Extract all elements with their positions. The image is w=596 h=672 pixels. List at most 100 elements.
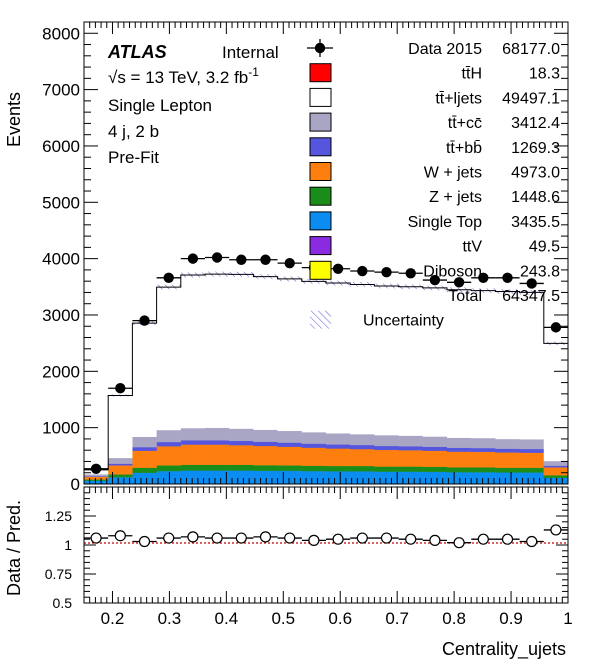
bar-series-2-bin-18 <box>519 452 544 468</box>
ratio-point-6 <box>229 532 254 544</box>
data-points <box>84 252 568 474</box>
legend-swatch-hatch <box>310 310 331 329</box>
legend-entry-1: tt̄H 18.3 <box>309 63 560 83</box>
stacked-histogram <box>84 274 568 484</box>
data-marker-13 <box>405 268 416 279</box>
fit-label: Pre-Fit <box>108 148 159 167</box>
legend-value-2: 49497.1 <box>502 90 560 107</box>
ratio-point-7 <box>253 531 278 543</box>
bar-series-0-bin-2 <box>132 472 157 484</box>
energy-superscript: -1 <box>248 65 259 79</box>
bar-series-1-bin-14 <box>422 466 448 473</box>
bar-series-4-bin-1 <box>108 457 133 464</box>
channel-label: Single Lepton <box>108 96 212 115</box>
ratio-points <box>84 524 568 549</box>
plot-annotations: ATLAS Internal √s = 13 TeV, 3.2 fb-1 Sin… <box>107 42 279 167</box>
bar-series-3-bin-14 <box>422 446 448 451</box>
bar-series-4-bin-0 <box>84 474 109 477</box>
ratio-point-3 <box>156 532 181 544</box>
main-x-ticks <box>83 22 569 484</box>
x-tick-label-8: 1 <box>563 609 572 628</box>
legend-swatch-5 <box>309 162 332 181</box>
ratio-point-19 <box>543 524 568 536</box>
bar-series-3-bin-4 <box>180 440 206 445</box>
y-tick-label-7: 7000 <box>42 81 80 100</box>
bar-series-0-bin-3 <box>156 470 181 484</box>
legend-swatch-4 <box>309 137 332 157</box>
energy-label: √s = 13 TeV, 3.2 fb-1 <box>108 65 259 87</box>
ratio-marker-9 <box>308 534 320 546</box>
bar-series-1-bin-15 <box>446 467 472 473</box>
bar-series-5-bin-6 <box>229 274 254 429</box>
bar-series-0-bin-16 <box>471 472 496 484</box>
data-marker-5 <box>211 252 223 263</box>
bar-series-2-bin-10 <box>325 448 351 467</box>
legend-label-6: Z + jets <box>429 189 482 206</box>
bar-series-1-bin-18 <box>519 467 544 473</box>
ratio-marker-14 <box>429 534 441 546</box>
bar-series-4-bin-14 <box>422 436 448 447</box>
bar-series-5-bin-17 <box>495 291 520 440</box>
bar-series-1-bin-11 <box>350 465 375 472</box>
bar-series-3-bin-1 <box>108 463 133 466</box>
bar-series-1-bin-6 <box>229 464 254 471</box>
bar-series-0-bin-15 <box>446 472 472 484</box>
legend-swatch-9 <box>309 260 332 280</box>
y-tick-label-2: 2000 <box>42 362 80 381</box>
ratio-marker-18 <box>526 535 538 548</box>
data-point-16 <box>471 272 496 283</box>
bar-series-2-bin-12 <box>374 449 399 467</box>
data-point-2 <box>132 315 157 326</box>
legend-value-10: 64347.5 <box>502 288 560 305</box>
bar-series-5-bin-1 <box>108 395 133 459</box>
bar-series-0-bin-0 <box>84 480 109 484</box>
data-point-17 <box>495 272 520 283</box>
data-point-11 <box>350 265 375 277</box>
bar-series-0-bin-13 <box>398 471 423 484</box>
ratio-point-18 <box>519 535 544 548</box>
bar-series-2-bin-13 <box>398 450 423 467</box>
bar-series-2-bin-17 <box>495 452 520 468</box>
bar-series-4-bin-2 <box>132 436 157 448</box>
ratio-point-14 <box>422 534 447 546</box>
y-tick-label-0: 0 <box>71 475 80 494</box>
bar-series-3-bin-18 <box>519 448 544 453</box>
legend-value-8: 49.5 <box>529 239 560 256</box>
ratio-marker-15 <box>453 537 465 549</box>
x-axis-label: Centrality_ujets <box>442 639 566 660</box>
data-marker-12 <box>381 266 392 278</box>
bar-series-4-bin-6 <box>229 428 254 442</box>
bar-series-0-bin-10 <box>325 471 351 484</box>
bar-series-5-bin-11 <box>350 284 375 435</box>
ratio-marker-17 <box>501 533 514 545</box>
data-marker-19 <box>550 322 562 333</box>
bar-series-2-bin-9 <box>301 447 327 466</box>
ratio-point-0 <box>84 532 109 544</box>
ratio-marker-6 <box>235 532 247 544</box>
ratio-point-16 <box>471 533 496 545</box>
data-point-18 <box>519 278 544 289</box>
y-axis-label: Events <box>4 92 24 147</box>
bar-series-3-bin-9 <box>301 443 327 448</box>
x-tick-label-6: 0.8 <box>442 609 466 628</box>
legend-entry-2: tt̄+ljets 49497.1 <box>309 87 560 107</box>
status-label: Internal <box>222 43 279 62</box>
bar-series-4-bin-5 <box>204 427 230 441</box>
bar-series-2-bin-11 <box>350 448 375 467</box>
ratio-point-10 <box>326 533 351 545</box>
legend-swatch-8 <box>309 236 332 256</box>
bar-series-5-bin-14 <box>422 287 447 437</box>
bar-series-5-bin-5 <box>205 274 230 428</box>
bar-series-0-bin-11 <box>350 471 375 484</box>
bar-series-1-bin-5 <box>204 464 230 471</box>
legend-value-7: 3435.5 <box>511 214 560 231</box>
data-marker-14 <box>429 274 441 286</box>
legend-swatch-3 <box>309 112 332 132</box>
x-tick-label-5: 0.7 <box>385 609 409 628</box>
data-point-15 <box>447 277 472 288</box>
series-4 <box>84 427 568 477</box>
bar-series-5-bin-16 <box>471 290 496 439</box>
bar-series-3-bin-6 <box>229 440 254 446</box>
bar-series-3-bin-11 <box>350 444 375 450</box>
